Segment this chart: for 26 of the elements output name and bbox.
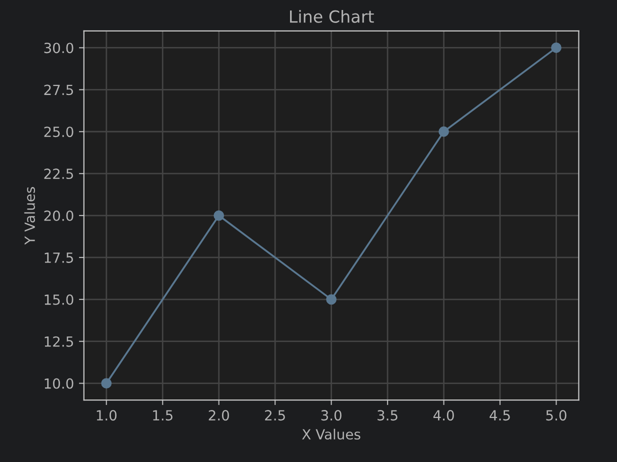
y-tick-label: 27.5 [44,84,73,96]
y-axis-title: Y Values [24,187,36,245]
point [438,126,449,137]
x-tick-label: 3.0 [321,410,342,421]
x-tick-label: 4.5 [490,410,510,421]
x-tick-label: 3.5 [378,410,398,421]
y-tick-label: 12.5 [44,336,73,347]
x-tick-label: 4.0 [433,410,454,421]
point [326,294,337,305]
y-tick-label: 10.0 [44,378,74,389]
x-axis-title: X Values [302,428,360,440]
y-tick-label: 22.5 [44,168,73,180]
y-tick-label: 25.0 [44,126,74,138]
x-tick-label: 2.0 [208,410,229,421]
y-tick-label: 15.0 [44,294,74,305]
x-tick-label: 1.0 [96,410,117,421]
x-tick-label: 1.5 [153,410,172,421]
point [551,42,562,53]
point [101,378,112,389]
y-tick-label: 20.0 [44,210,74,221]
y-tick-label: 30.0 [44,42,74,54]
y-tick-label: 17.5 [44,252,73,263]
chart-title: Line Chart [290,10,374,23]
x-tick-label: 2.5 [265,410,285,421]
x-tick-label: 5.0 [546,410,566,421]
point [214,210,224,221]
